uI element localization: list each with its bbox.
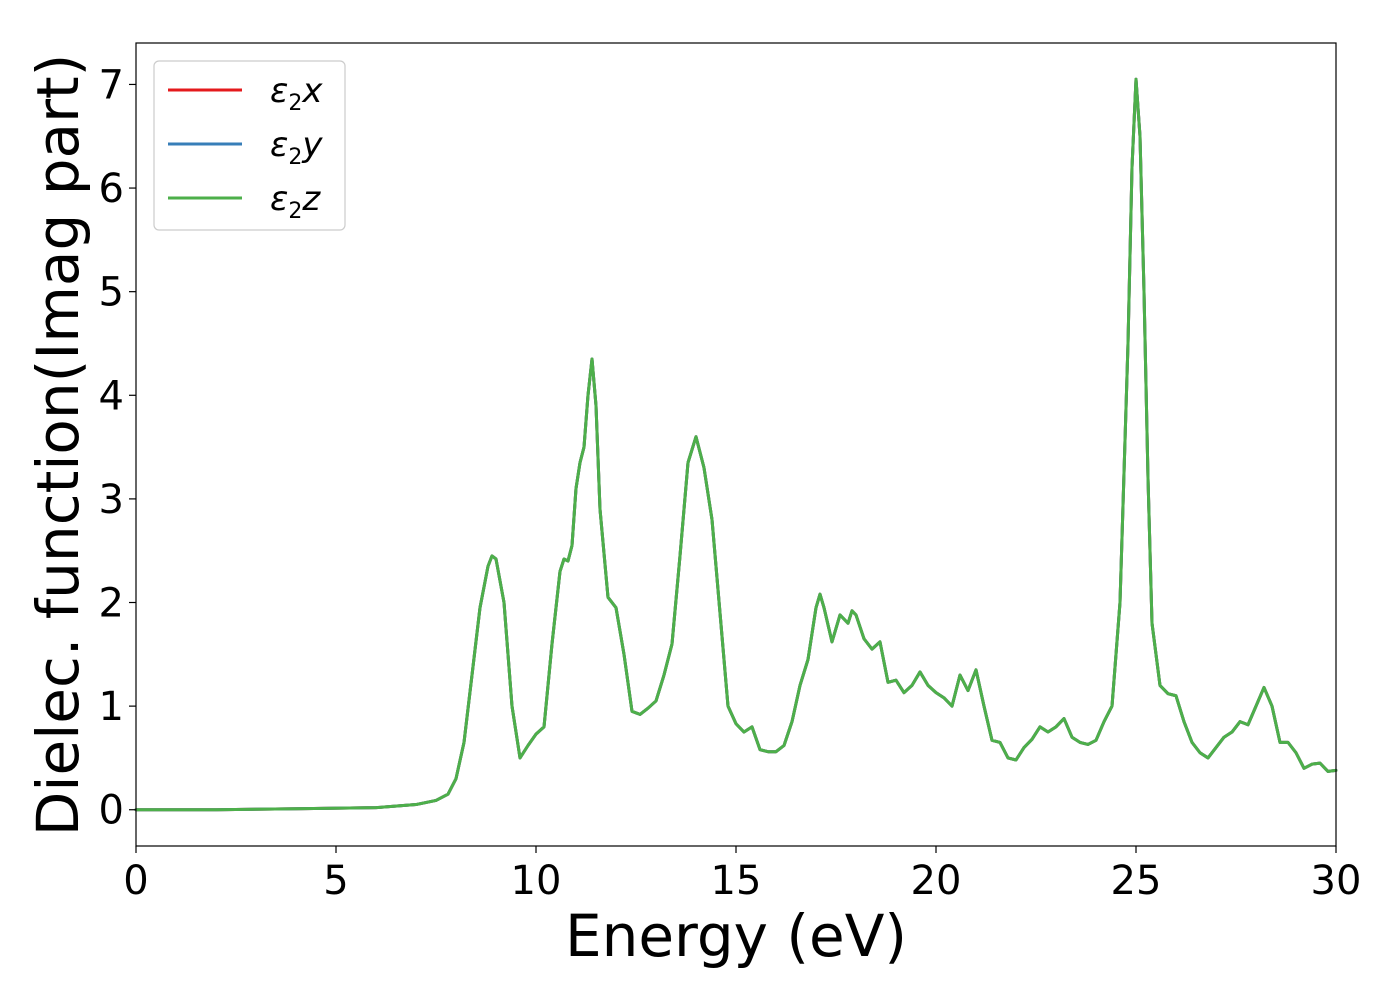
x-tick-label: 5 [323, 858, 348, 904]
y-tick-label: 5 [99, 270, 124, 316]
y-tick-label: 7 [99, 62, 124, 108]
y-tick-label: 2 [99, 581, 124, 627]
series-layer [134, 77, 1338, 812]
y-tick-label: 1 [99, 684, 124, 730]
legend-label-main: ε [270, 179, 288, 219]
legend-label-axis: x [301, 71, 323, 111]
legend-label-x: ε2x [270, 71, 323, 116]
x-axis: 0 5 10 15 20 25 30 [123, 846, 1361, 904]
x-axis-title: Energy (eV) [565, 902, 907, 970]
y-axis-title: Dielec. function(Imag part) [24, 54, 92, 837]
legend-box [153, 60, 346, 231]
y-tick-label: 0 [99, 788, 124, 834]
y-tick-label: 3 [99, 477, 124, 523]
legend-label-main: ε [270, 71, 288, 111]
x-tick-label: 15 [711, 858, 762, 904]
legend-label-subscript: 2 [288, 145, 302, 170]
y-tick-label: 4 [99, 373, 124, 419]
legend-label-axis: y [301, 125, 323, 165]
x-tick-label: 10 [511, 858, 562, 904]
legend-label-main: ε [270, 125, 288, 165]
legend-label-y: ε2y [270, 125, 323, 170]
x-tick-label: 25 [1111, 858, 1162, 904]
series-line-z [134, 77, 1338, 812]
y-tick-label: 6 [99, 166, 124, 212]
x-tick-label: 20 [911, 858, 962, 904]
x-tick-label: 30 [1311, 858, 1362, 904]
y-axis: 0 1 2 3 4 5 6 7 [99, 62, 136, 834]
legend-label-subscript: 2 [288, 199, 302, 224]
legend-label-axis: z [301, 179, 321, 219]
legend-label-z: ε2z [270, 179, 321, 224]
legend-label-subscript: 2 [288, 91, 302, 116]
x-tick-label: 0 [123, 858, 148, 904]
